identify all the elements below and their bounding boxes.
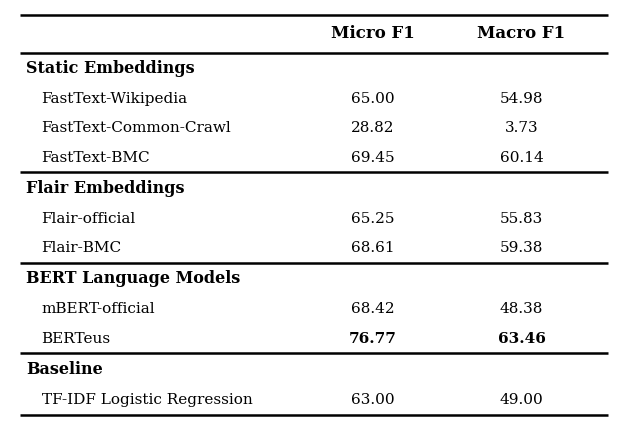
- Text: FastText-Common-Crawl: FastText-Common-Crawl: [42, 121, 231, 136]
- Text: BERTeus: BERTeus: [42, 332, 111, 346]
- Text: 3.73: 3.73: [504, 121, 539, 136]
- Text: Macro F1: Macro F1: [478, 25, 565, 42]
- Text: TF-IDF Logistic Regression: TF-IDF Logistic Regression: [42, 393, 253, 407]
- Text: mBERT-official: mBERT-official: [42, 302, 156, 316]
- Text: Flair-BMC: Flair-BMC: [42, 241, 122, 255]
- Text: FastText-BMC: FastText-BMC: [42, 150, 151, 165]
- Text: 65.00: 65.00: [351, 92, 395, 106]
- Text: 48.38: 48.38: [500, 302, 543, 316]
- Text: 63.46: 63.46: [498, 332, 545, 346]
- Text: 59.38: 59.38: [500, 241, 543, 255]
- Text: BERT Language Models: BERT Language Models: [26, 270, 241, 287]
- Text: Flair Embeddings: Flair Embeddings: [26, 180, 185, 197]
- Text: 28.82: 28.82: [351, 121, 395, 136]
- Text: 63.00: 63.00: [351, 393, 395, 407]
- Text: Baseline: Baseline: [26, 361, 103, 378]
- Text: 55.83: 55.83: [500, 212, 543, 226]
- Text: FastText-Wikipedia: FastText-Wikipedia: [42, 92, 188, 106]
- Text: 60.14: 60.14: [499, 150, 544, 165]
- Text: 69.45: 69.45: [351, 150, 395, 165]
- Text: 54.98: 54.98: [500, 92, 543, 106]
- Text: Static Embeddings: Static Embeddings: [26, 60, 195, 77]
- Text: 76.77: 76.77: [349, 332, 397, 346]
- Text: 68.61: 68.61: [351, 241, 395, 255]
- Text: 68.42: 68.42: [351, 302, 395, 316]
- Text: Micro F1: Micro F1: [331, 25, 415, 42]
- Text: 65.25: 65.25: [351, 212, 395, 226]
- Text: Flair-official: Flair-official: [42, 212, 136, 226]
- Text: 49.00: 49.00: [499, 393, 544, 407]
